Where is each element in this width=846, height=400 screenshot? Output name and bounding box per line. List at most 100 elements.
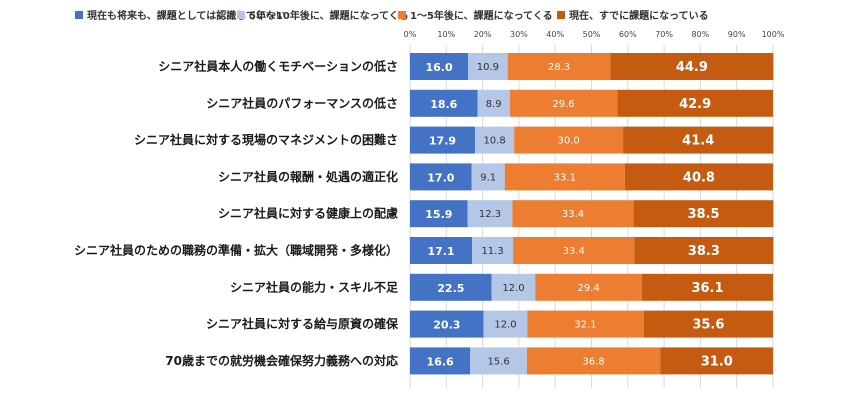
bar-seg-3-2 bbox=[504, 163, 625, 191]
value-label-8-3: 31.0 bbox=[701, 354, 733, 369]
x-tick-label-7: 70% bbox=[655, 30, 673, 39]
category-label-1: シニア社員のパフォーマンスの低さ bbox=[206, 95, 398, 110]
bar-seg-2-0 bbox=[410, 126, 475, 154]
x-tick-label-3: 30% bbox=[510, 30, 528, 39]
bar-seg-2-3 bbox=[623, 126, 774, 154]
legend-swatch-1 bbox=[237, 11, 245, 19]
bar-seg-8-3 bbox=[660, 347, 773, 375]
bar-seg-7-0 bbox=[410, 310, 484, 338]
bar-seg-2-2 bbox=[514, 126, 624, 154]
bar-seg-2-1 bbox=[474, 126, 515, 154]
bar-seg-3-3 bbox=[624, 163, 773, 191]
value-label-5-0: 17.1 bbox=[427, 245, 454, 258]
bar-seg-6-2 bbox=[535, 273, 642, 301]
x-tick-label-4: 40% bbox=[546, 30, 564, 39]
value-label-6-0: 22.5 bbox=[437, 282, 464, 295]
legend-label-1: 5年～10年後に、課題になってくる bbox=[249, 9, 409, 22]
value-label-0-1: 10.9 bbox=[477, 62, 499, 73]
bar-seg-5-1 bbox=[472, 237, 514, 264]
value-label-1-1: 8.9 bbox=[486, 99, 502, 110]
value-label-6-1: 12.0 bbox=[502, 283, 524, 294]
x-tick-label-6: 60% bbox=[619, 30, 637, 39]
value-label-7-0: 20.3 bbox=[433, 319, 460, 332]
category-label-4: シニア社員に対する健康上の配慮 bbox=[218, 206, 398, 221]
bar-seg-4-1 bbox=[467, 200, 513, 228]
bar-seg-4-2 bbox=[512, 200, 634, 228]
category-label-8: 70歳までの就労機会確保努力義務への対応 bbox=[165, 353, 398, 368]
value-label-3-2: 33.1 bbox=[554, 172, 576, 183]
value-label-3-3: 40.8 bbox=[683, 170, 715, 185]
bar-seg-4-0 bbox=[410, 200, 468, 228]
x-tick-label-10: 100% bbox=[762, 30, 785, 39]
bar-seg-7-2 bbox=[527, 310, 644, 338]
value-label-4-1: 12.3 bbox=[479, 209, 501, 220]
value-label-2-2: 30.0 bbox=[557, 136, 579, 147]
value-label-7-1: 12.0 bbox=[494, 320, 516, 331]
bar-seg-7-3 bbox=[643, 310, 773, 338]
bar-seg-8-1 bbox=[470, 347, 527, 375]
category-labels: シニア社員本人の働くモチベーションの低さシニア社員のパフォーマンスの低さシニア社… bbox=[74, 59, 399, 368]
bar-seg-0-1 bbox=[468, 53, 508, 80]
bar-seg-3-1 bbox=[471, 163, 505, 191]
value-label-6-3: 36.1 bbox=[691, 281, 723, 296]
bar-seg-1-2 bbox=[509, 89, 618, 117]
value-label-4-3: 38.5 bbox=[687, 207, 719, 222]
category-label-6: シニア社員の能力・スキル不足 bbox=[230, 279, 398, 294]
value-label-5-3: 38.3 bbox=[688, 244, 720, 259]
bar-seg-1-0 bbox=[410, 89, 478, 117]
bar-seg-7-1 bbox=[483, 310, 528, 338]
legend-swatch-3 bbox=[557, 11, 565, 19]
bar-seg-1-1 bbox=[477, 89, 510, 117]
value-label-1-2: 29.6 bbox=[552, 99, 574, 110]
value-label-5-2: 33.4 bbox=[563, 246, 585, 257]
value-label-1-0: 18.6 bbox=[430, 98, 457, 111]
value-label-6-2: 29.4 bbox=[577, 283, 599, 294]
category-label-0: シニア社員本人の働くモチベーションの低さ bbox=[158, 59, 398, 74]
bar-seg-3-0 bbox=[410, 163, 472, 191]
bar-seg-0-3 bbox=[610, 53, 774, 80]
x-tick-label-1: 10% bbox=[437, 30, 455, 39]
category-label-3: シニア社員の報酬・処遇の適正化 bbox=[218, 169, 398, 184]
bar-seg-5-3 bbox=[634, 237, 774, 264]
value-label-5-1: 11.3 bbox=[481, 246, 503, 257]
category-label-7: シニア社員に対する給与原資の確保 bbox=[206, 316, 399, 331]
x-tick-label-2: 20% bbox=[474, 30, 492, 39]
value-label-8-2: 36.8 bbox=[583, 356, 605, 367]
value-label-7-3: 35.6 bbox=[692, 318, 724, 333]
bar-seg-5-2 bbox=[513, 237, 635, 264]
x-tick-label-9: 90% bbox=[728, 30, 746, 39]
value-label-0-2: 28.3 bbox=[548, 62, 570, 73]
value-label-2-3: 41.4 bbox=[682, 134, 714, 149]
bar-seg-0-2 bbox=[507, 53, 611, 80]
legend-label-3: 現在、すでに課題になっている bbox=[569, 9, 709, 22]
legend-swatch-0 bbox=[75, 11, 83, 19]
x-axis-ticks: 0% 10% 20% 30% 40% 50% 60% 70% 80% 90% 100% bbox=[404, 30, 785, 39]
category-label-5: シニア社員のための職務の準備・拡大（職域開発・多様化） bbox=[74, 243, 398, 258]
bar-seg-6-3 bbox=[641, 273, 773, 301]
value-label-2-0: 17.9 bbox=[429, 135, 456, 148]
value-label-8-1: 15.6 bbox=[487, 356, 509, 367]
category-label-2: シニア社員に対する現場のマネジメントの困難さ bbox=[134, 132, 398, 147]
value-label-0-3: 44.9 bbox=[676, 60, 708, 75]
value-label-2-1: 10.8 bbox=[483, 136, 505, 147]
x-tick-label-5: 50% bbox=[583, 30, 601, 39]
legend-label-0: 現在も将来も、課題としては認識していない bbox=[87, 9, 286, 22]
value-label-0-0: 16.0 bbox=[425, 61, 452, 74]
bar-seg-6-0 bbox=[410, 273, 492, 301]
bar-seg-5-0 bbox=[410, 237, 473, 264]
legend-swatch-2 bbox=[398, 11, 406, 19]
bar-seg-0-0 bbox=[410, 53, 469, 80]
bar-seg-8-0 bbox=[410, 347, 471, 375]
value-label-4-2: 33.4 bbox=[562, 209, 584, 220]
x-tick-label-0: 0% bbox=[404, 30, 417, 39]
value-label-3-0: 17.0 bbox=[427, 171, 454, 184]
bar-seg-1-3 bbox=[617, 89, 773, 117]
value-label-8-0: 16.6 bbox=[427, 355, 454, 368]
value-label-3-1: 9.1 bbox=[480, 172, 496, 183]
bar-seg-8-2 bbox=[526, 347, 661, 375]
value-label-4-0: 15.9 bbox=[425, 208, 452, 221]
value-label-7-2: 32.1 bbox=[574, 320, 596, 331]
bars: 16.0 10.9 28.3 44.9 18.6 8.9 29.6 42.9 17.9 10.8 3… bbox=[410, 53, 774, 375]
